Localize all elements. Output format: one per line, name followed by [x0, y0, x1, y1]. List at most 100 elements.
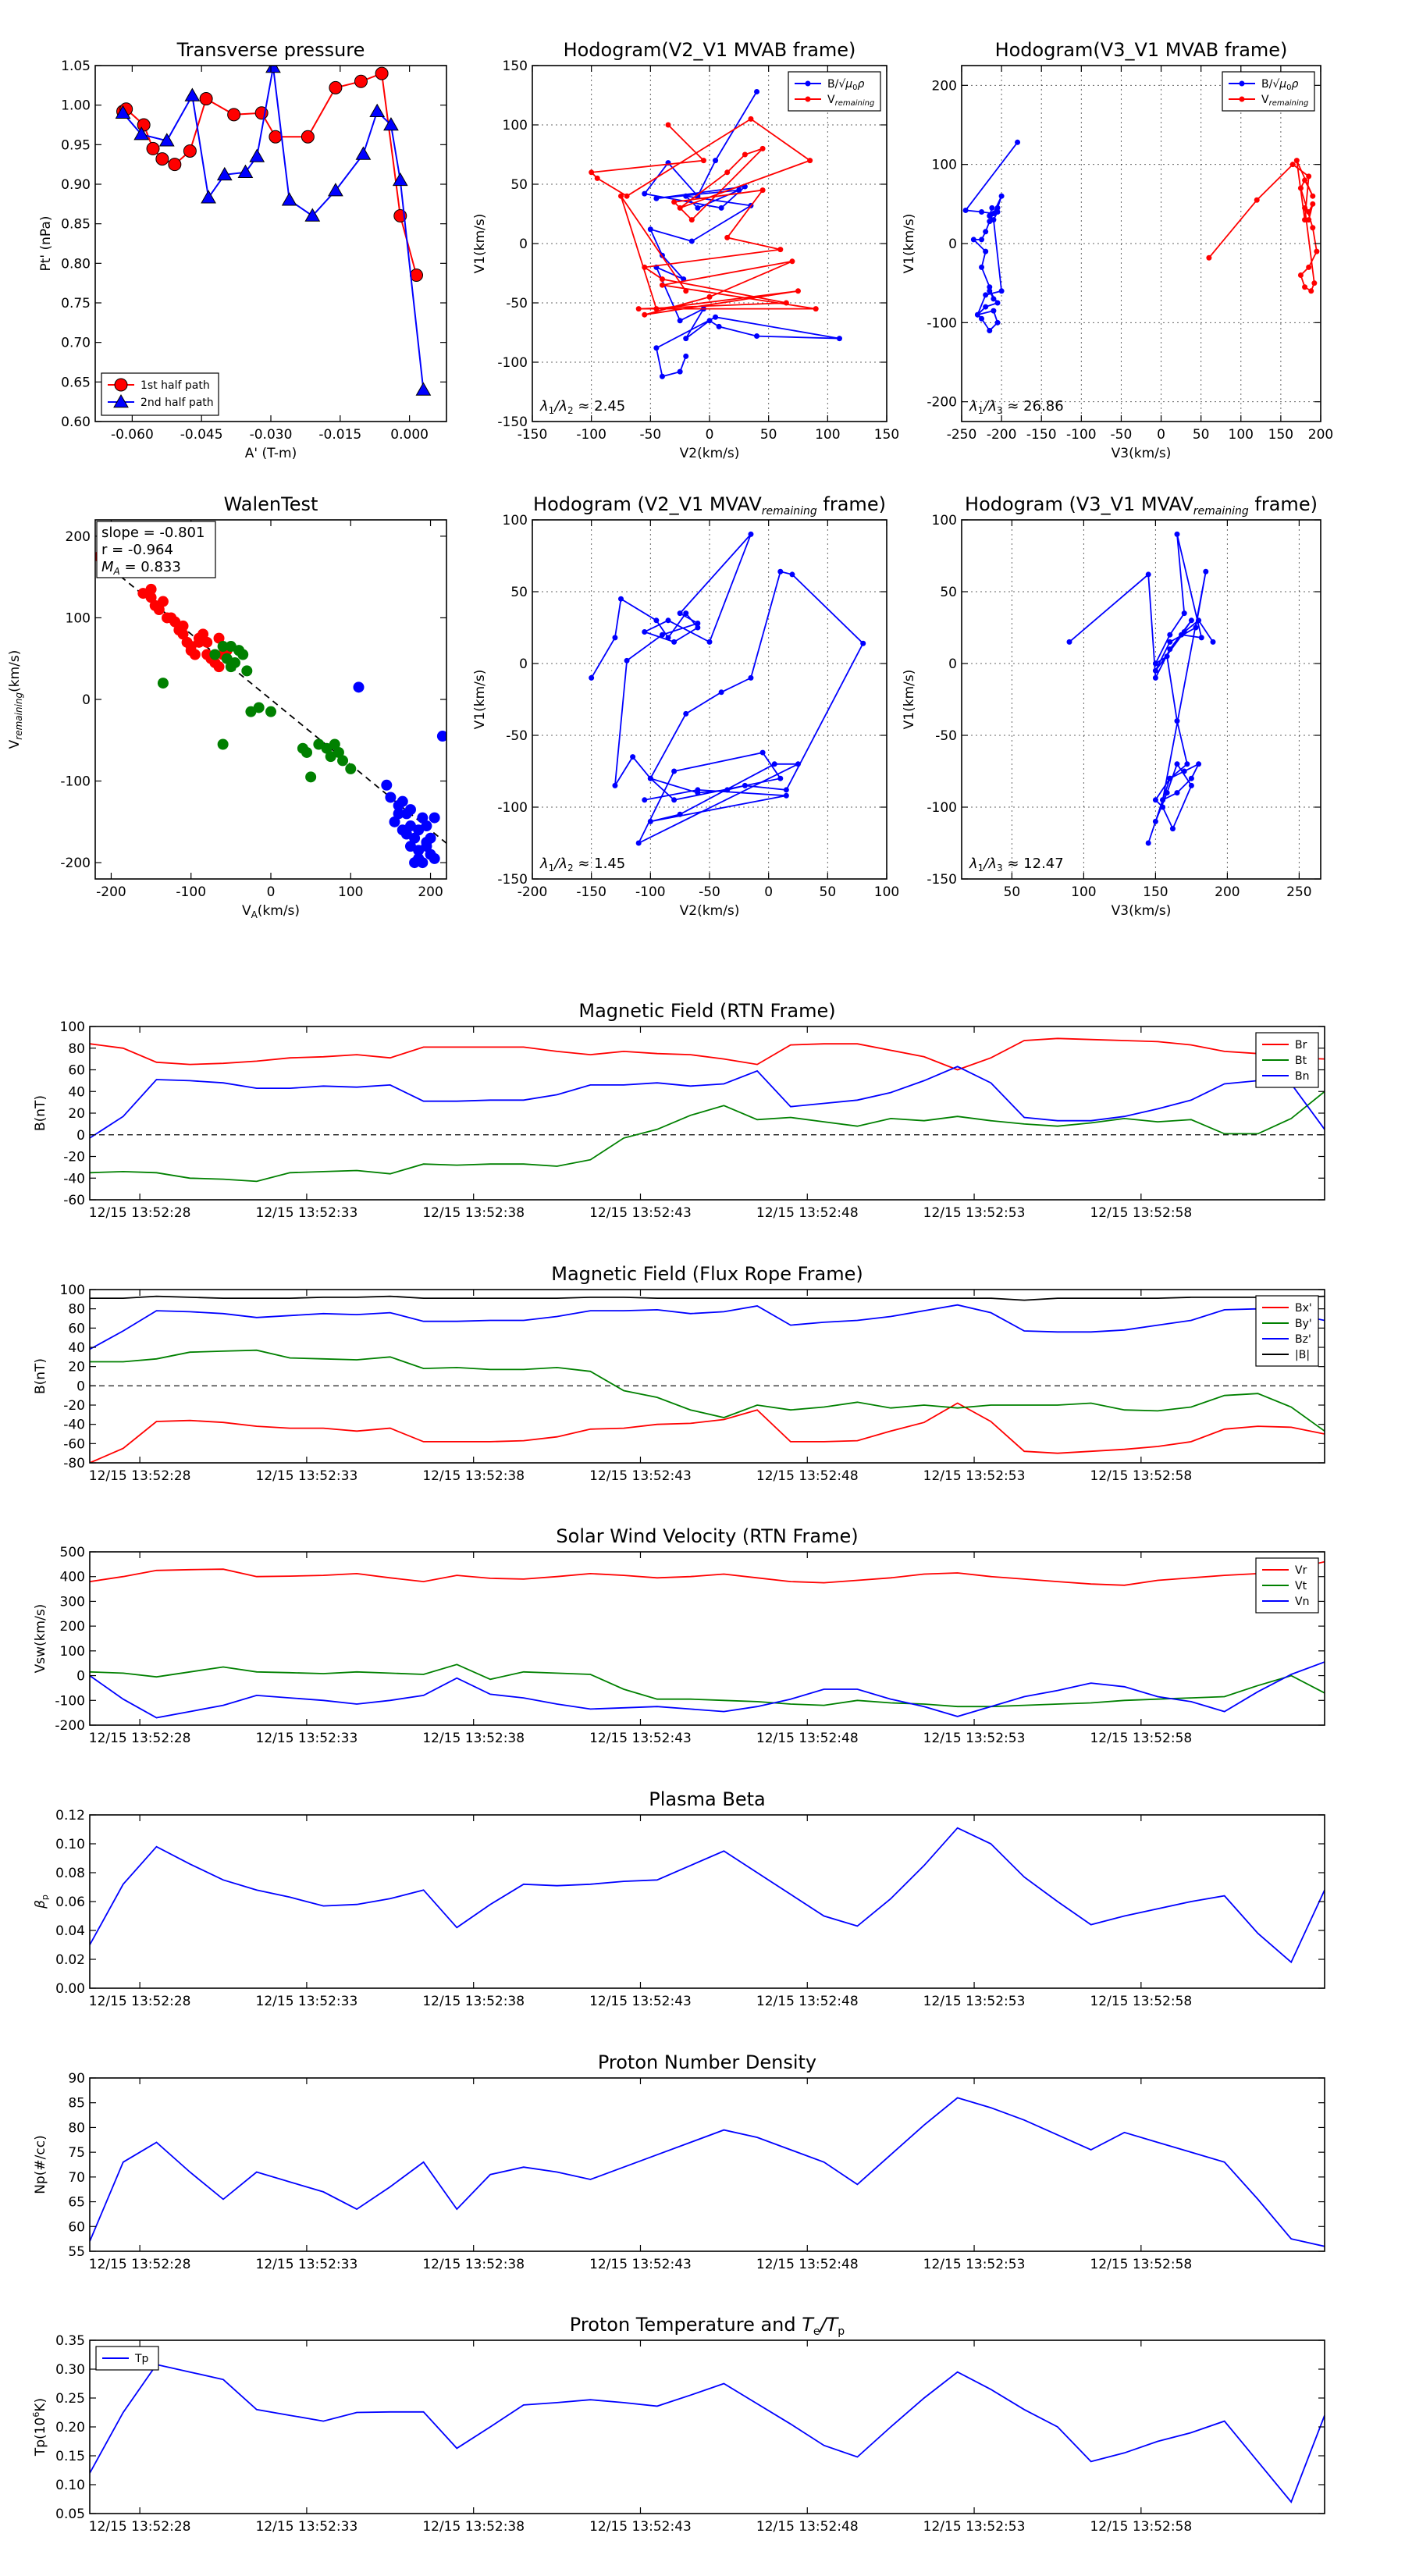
series-line-bz- — [90, 1304, 1325, 1350]
data-point — [201, 636, 213, 648]
x-tick-label: -200 — [96, 884, 126, 900]
data-point — [659, 632, 665, 638]
y-tick-label: 20 — [68, 1360, 85, 1375]
data-point — [677, 811, 683, 817]
x-tick-label: 12/15 13:52:43 — [589, 2257, 692, 2272]
data-point — [1167, 639, 1173, 645]
y-tick-label: 0.02 — [55, 1952, 85, 1968]
y-tick-label: 0.35 — [55, 2333, 85, 2349]
x-tick-label: 12/15 13:52:48 — [756, 1205, 859, 1221]
data-point — [153, 604, 165, 615]
data-point — [1302, 217, 1308, 223]
data-point — [989, 205, 995, 211]
data-point — [771, 761, 777, 767]
data-point — [400, 828, 412, 840]
title-text: Hodogram (V3_V1 MVAV — [965, 493, 1193, 515]
x-tick-label: 50 — [1004, 884, 1021, 900]
data-point — [589, 674, 595, 681]
y-tick-label: 0.15 — [55, 2449, 85, 2464]
y-tick-label: 0.75 — [61, 296, 91, 311]
data-point — [1314, 248, 1320, 254]
x-tick-label: -0.015 — [318, 427, 361, 443]
chart-hodo_v2_mvab: -150 -100 -50 0 50 100 150 -150 -100 -50 0 50 100 150… — [472, 39, 899, 461]
chart-title: Magnetic Field (Flux Rope Frame) — [551, 1263, 863, 1285]
data-point — [1181, 768, 1187, 774]
data-point — [1308, 288, 1314, 294]
y-axis-label: Tp(106K) — [31, 2398, 48, 2457]
data-point — [1310, 193, 1316, 199]
data-point — [724, 169, 731, 176]
x-tick-label: 12/15 13:52:33 — [256, 1205, 358, 1221]
data-point — [653, 617, 660, 624]
walen-stats-line: MA = 0.833 — [101, 559, 181, 577]
y-tick-label: 60 — [68, 1321, 85, 1336]
data-point — [355, 146, 372, 160]
chart-b_fr: 12/15 13:52:28 12/15 13:52:33 12/15 13:52:… — [33, 1263, 1325, 1484]
data-point — [241, 665, 253, 677]
y-tick-label: 85 — [68, 2096, 85, 2112]
y-tick-label: -20 — [63, 1150, 85, 1165]
data-point — [381, 779, 393, 791]
plot-area — [589, 531, 866, 846]
x-tick-label: -150 — [518, 427, 548, 443]
series-line-0 — [1069, 534, 1214, 844]
data-point — [1254, 197, 1260, 203]
data-point — [145, 583, 157, 595]
data-point — [671, 797, 678, 803]
x-tick-label: 12/15 13:52:53 — [923, 1731, 1026, 1746]
data-point — [404, 841, 416, 852]
data-point — [759, 749, 766, 756]
chart-title: Hodogram(V2_V1 MVAB frame) — [564, 39, 856, 61]
data-point — [217, 738, 229, 750]
data-point — [630, 754, 636, 760]
title-text: T — [802, 2314, 815, 2336]
data-point — [353, 681, 365, 693]
series-line-bx- — [90, 1402, 1325, 1463]
data-point — [404, 804, 416, 816]
legend: B/√μ0ρ Vremaining — [788, 71, 881, 112]
x-tick-label: 12/15 13:52:33 — [256, 1731, 358, 1746]
eigenvalue-ratio-annotation: λ1/λ3 ≈ 26.86 — [969, 398, 1064, 416]
data-point — [189, 649, 201, 660]
data-point — [647, 226, 653, 233]
legend-label: Bn — [1295, 1070, 1309, 1083]
legend: 1st half path 2nd half path — [101, 372, 219, 416]
data-point — [1152, 797, 1158, 803]
legend-label: Vn — [1295, 1596, 1309, 1608]
chart-title: Solar Wind Velocity (RTN Frame) — [556, 1525, 858, 1547]
x-tick-label: 12/15 13:52:58 — [1090, 1994, 1192, 2009]
y-tick-label: -200 — [60, 856, 91, 871]
data-point — [974, 311, 980, 318]
y-tick-label: 0.04 — [55, 1923, 85, 1939]
data-point — [133, 126, 150, 141]
chart-title: Magnetic Field (RTN Frame) — [578, 1000, 835, 1022]
y-tick-label: 200 — [66, 529, 91, 545]
data-point — [1302, 205, 1308, 211]
data-point — [1297, 272, 1304, 279]
data-point — [754, 333, 760, 340]
data-point — [413, 852, 425, 864]
data-point — [994, 208, 1001, 215]
data-point — [197, 628, 209, 640]
x-tick-label: 150 — [874, 427, 899, 443]
title-subscript: remaining — [762, 505, 817, 518]
plot-area — [95, 551, 446, 869]
data-point — [429, 812, 440, 824]
y-tick-label: 200 — [60, 1619, 85, 1635]
data-point — [158, 133, 175, 147]
y-tick-label: 0.10 — [55, 1837, 85, 1852]
y-tick-label: 1.05 — [61, 59, 91, 74]
series-line-1st-half-path — [122, 72, 418, 276]
series-line-b-0- — [643, 91, 840, 378]
title-text: frame) — [817, 493, 886, 515]
data-point — [998, 288, 1005, 294]
y-tick-label: 1.00 — [61, 98, 91, 114]
data-point — [1174, 790, 1180, 796]
x-axis-label: V3(km/s) — [1112, 446, 1172, 461]
data-point — [421, 841, 432, 852]
data-point — [1152, 667, 1158, 674]
data-point — [979, 208, 985, 215]
data-point — [618, 193, 624, 199]
x-tick-label: 200 — [418, 884, 443, 900]
data-point — [1311, 280, 1318, 286]
